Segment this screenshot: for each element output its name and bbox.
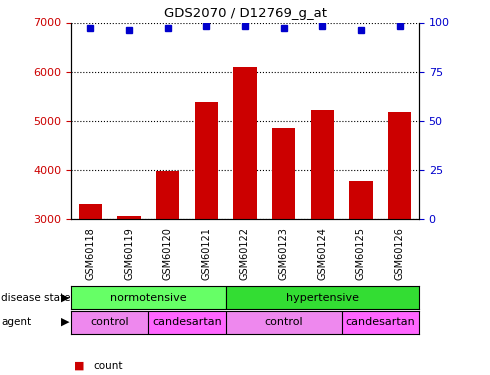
Text: control: control (90, 317, 129, 327)
Text: hypertensive: hypertensive (286, 293, 359, 303)
Bar (311, 110, 334, 219)
Bar (118, 216, 141, 219)
Text: count: count (93, 361, 122, 370)
Bar (388, 112, 411, 219)
Text: candesartan: candesartan (152, 317, 222, 327)
Text: disease state: disease state (1, 293, 71, 303)
Bar (272, 128, 295, 219)
Text: ▶: ▶ (61, 317, 70, 327)
Text: control: control (264, 317, 303, 327)
Bar (156, 171, 179, 219)
Bar (195, 102, 218, 219)
Text: normotensive: normotensive (110, 293, 187, 303)
Text: candesartan: candesartan (345, 317, 415, 327)
Title: GDS2070 / D12769_g_at: GDS2070 / D12769_g_at (164, 7, 326, 20)
Text: ▶: ▶ (61, 293, 70, 303)
Text: agent: agent (1, 317, 31, 327)
Bar (349, 181, 372, 219)
Bar (233, 67, 257, 219)
Text: ■: ■ (74, 361, 84, 370)
Bar (79, 204, 102, 219)
